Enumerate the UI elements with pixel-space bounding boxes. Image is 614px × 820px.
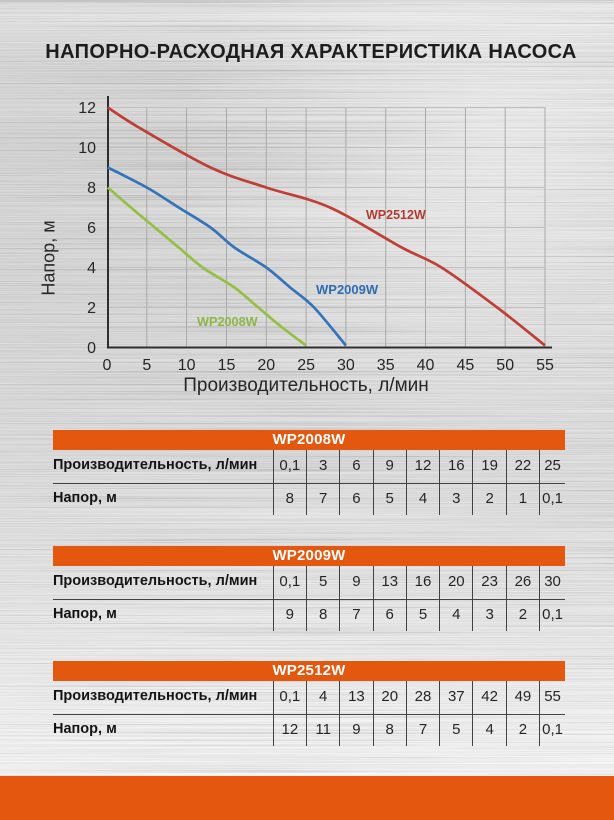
svg-text:35: 35 bbox=[377, 357, 395, 374]
svg-text:55: 55 bbox=[536, 357, 554, 374]
svg-text:8: 8 bbox=[87, 180, 96, 197]
svg-text:40: 40 bbox=[417, 357, 435, 374]
svg-text:Производительность, л/мин: Производительность, л/мин bbox=[183, 375, 429, 396]
svg-text:4: 4 bbox=[87, 260, 96, 277]
svg-text:20: 20 bbox=[257, 357, 275, 374]
svg-text:WP2009W: WP2009W bbox=[316, 282, 379, 297]
svg-text:10: 10 bbox=[178, 357, 196, 374]
svg-text:Напор, м: Напор, м bbox=[39, 220, 59, 295]
svg-text:10: 10 bbox=[78, 140, 96, 157]
svg-text:50: 50 bbox=[496, 357, 514, 374]
svg-text:WP2008W: WP2008W bbox=[197, 315, 258, 329]
svg-text:2: 2 bbox=[87, 300, 96, 317]
svg-text:0: 0 bbox=[103, 357, 112, 374]
svg-text:12: 12 bbox=[78, 100, 96, 117]
svg-text:45: 45 bbox=[457, 357, 475, 374]
svg-text:30: 30 bbox=[337, 357, 355, 374]
svg-text:WP2512W: WP2512W bbox=[366, 208, 426, 222]
svg-text:6: 6 bbox=[87, 220, 96, 237]
svg-text:0: 0 bbox=[87, 340, 96, 357]
svg-text:15: 15 bbox=[218, 357, 236, 374]
svg-text:5: 5 bbox=[142, 357, 151, 374]
svg-text:25: 25 bbox=[297, 357, 315, 374]
